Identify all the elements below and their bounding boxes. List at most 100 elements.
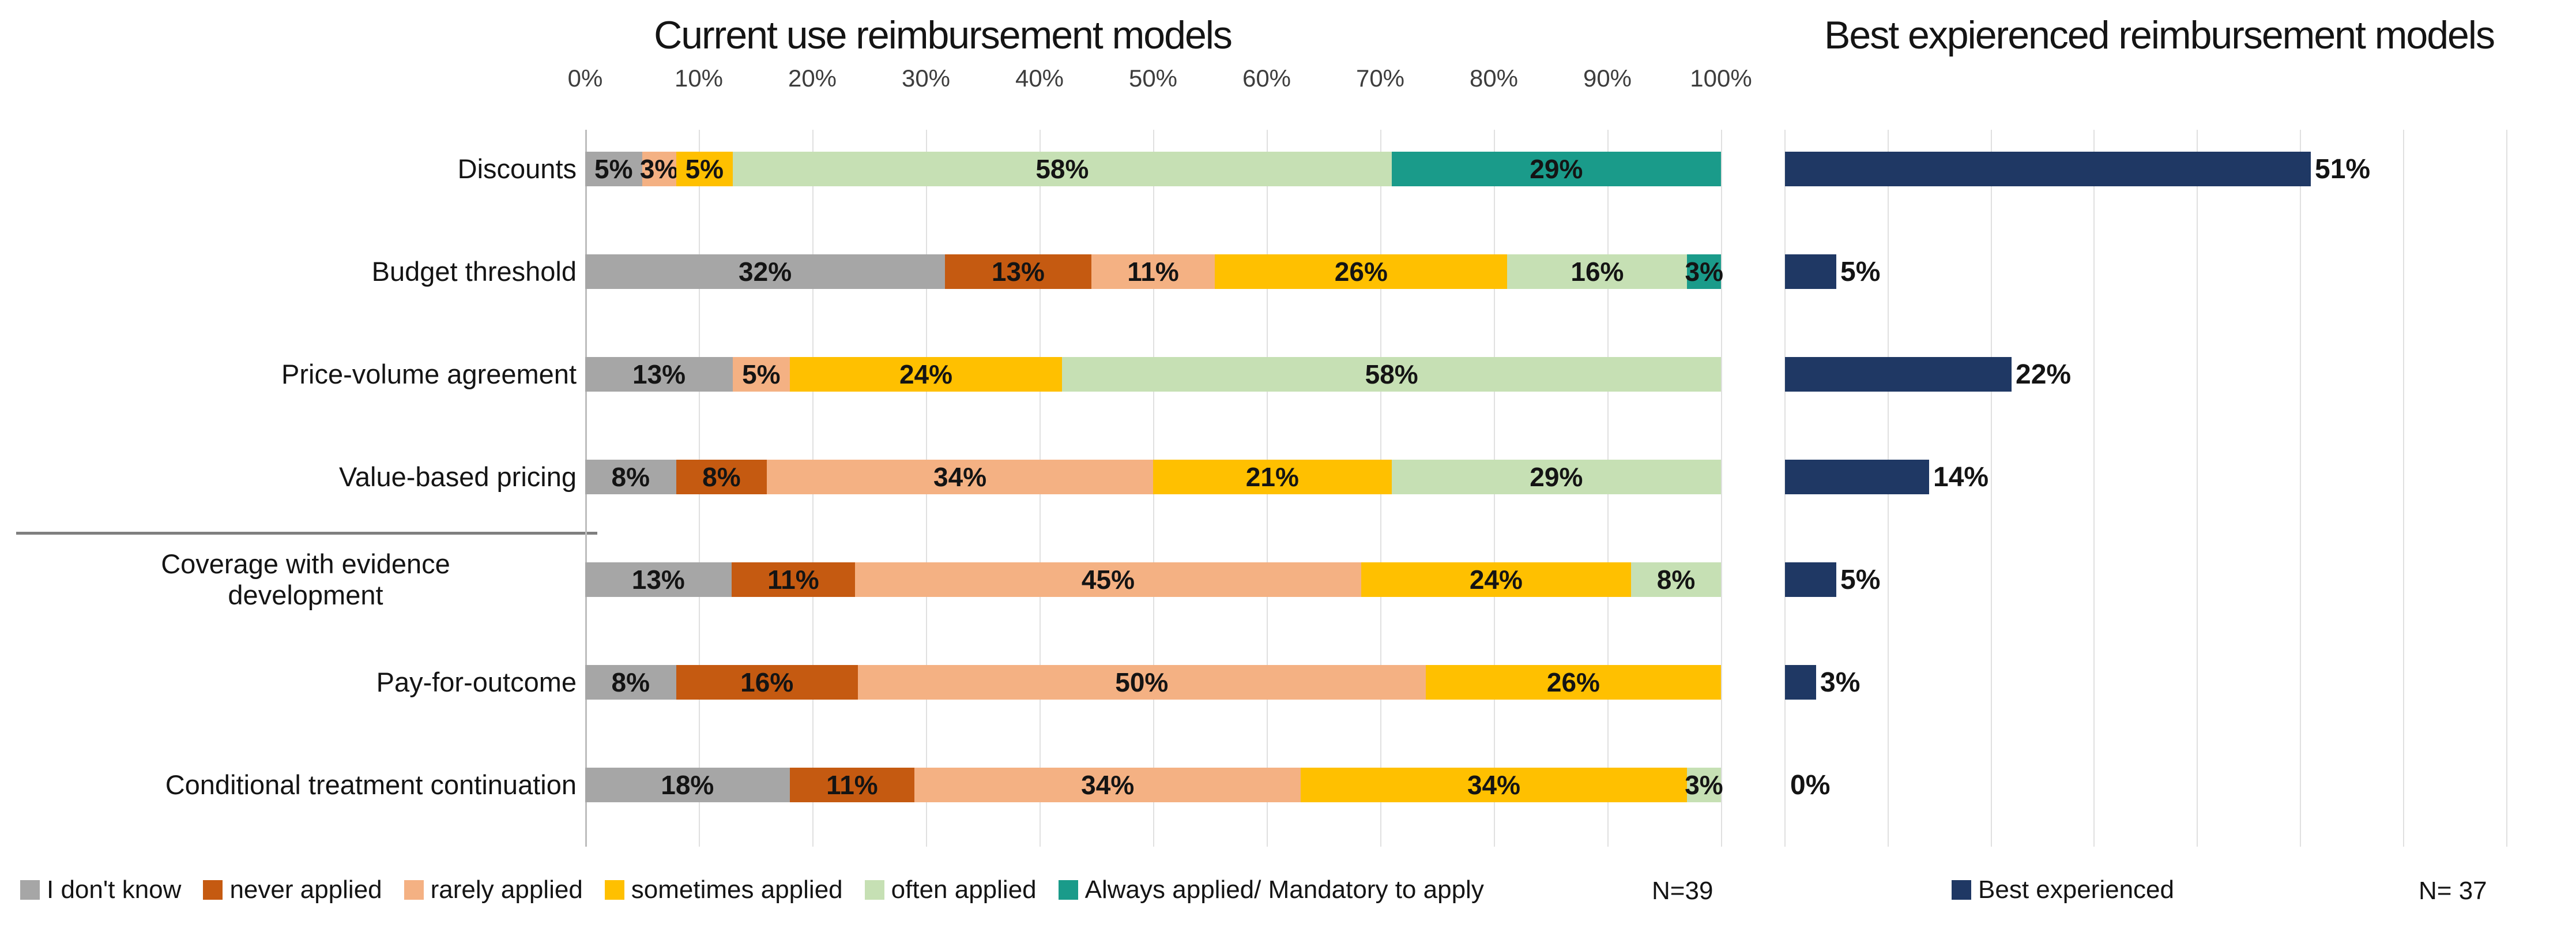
bar-segment: 16% <box>1507 254 1688 289</box>
best-experienced-bar <box>1785 357 2012 392</box>
stacked-bar-row: 13% 5% 24% 58% <box>585 357 1721 392</box>
bar-segment-value: 16% <box>740 667 794 697</box>
bar-segment: 21% <box>1153 460 1392 494</box>
legend-label: Always applied/ Mandatory to apply <box>1084 876 1484 904</box>
bar-segment: 34% <box>1301 768 1687 802</box>
gridline <box>1991 130 1992 847</box>
bar-value-label: 5% <box>1840 564 1881 595</box>
bar-segment: 11% <box>731 562 856 597</box>
bar-segment-value: 11% <box>826 770 878 800</box>
bar-segment-value: 13% <box>631 565 685 595</box>
best-experienced-bar <box>1785 562 1836 597</box>
category-label: Budget threshold <box>371 256 577 287</box>
gridline <box>1721 130 1722 847</box>
legend-item-best-experienced: Best experienced <box>1952 876 2174 904</box>
best-experienced-bar <box>1785 254 1836 289</box>
bar-segment-value: 21% <box>1245 462 1299 492</box>
category-label: Price-volume agreement <box>281 358 577 389</box>
x-axis-tick: 10% <box>674 65 724 92</box>
gridline <box>2093 130 2095 847</box>
bar-value-label: 3% <box>1820 667 1861 698</box>
gridline <box>2403 130 2404 847</box>
bar-segment: 3% <box>1685 768 1723 802</box>
bar-segment: 24% <box>789 357 1063 392</box>
x-axis-tick: 80% <box>1469 65 1519 92</box>
stacked-bar-row: 8% 16% 50% 26% <box>585 665 1721 700</box>
bar-segment-value: 5% <box>742 359 781 389</box>
x-axis-tick: 60% <box>1242 65 1291 92</box>
bar-segment-value: 50% <box>1115 667 1169 697</box>
left-chart-axis-ticks: 0% 10% 20% 30% 40% 50% 60% 70% 80% 90% 100% <box>0 65 2576 97</box>
bar-segment-value: 11% <box>767 565 819 595</box>
legend-swatch <box>20 880 40 900</box>
bar-segment: 29% <box>1391 152 1721 186</box>
left-chart-n-count: N=39 <box>1652 877 1713 905</box>
bar-segment-value: 45% <box>1081 565 1135 595</box>
bar-segment-value: 11% <box>1127 257 1179 287</box>
bar-segment-value: 8% <box>611 462 650 492</box>
bar-segment-value: 29% <box>1530 462 1583 492</box>
legend-label: never applied <box>229 876 382 904</box>
right-chart-plot-area: 51% 5% 22% 14% 5% 3% 0% <box>1784 130 2576 847</box>
bar-segment-value: 29% <box>1530 154 1583 184</box>
category-label: Discounts <box>457 153 577 184</box>
legend-item: never applied <box>203 876 382 904</box>
legend-swatch <box>604 880 624 900</box>
bar-segment: 13% <box>585 357 733 392</box>
bar-segment: 29% <box>1391 460 1721 494</box>
bar-segment-value: 8% <box>702 462 741 492</box>
bar-segment: 3% <box>639 152 679 186</box>
bar-segment: 3% <box>1685 254 1723 289</box>
legend-swatch <box>864 880 884 900</box>
bar-segment-value: 58% <box>1365 359 1418 389</box>
legend-item: Always applied/ Mandatory to apply <box>1058 876 1484 904</box>
bar-segment: 8% <box>1630 562 1721 597</box>
left-chart-title: Current use reimbursement models <box>654 13 1233 57</box>
bar-segment-value: 32% <box>739 257 792 287</box>
x-axis-tick: 70% <box>1355 65 1405 92</box>
bar-value-label: 22% <box>2016 359 2072 390</box>
gridline <box>2300 130 2301 847</box>
bar-segment: 58% <box>1062 357 1721 392</box>
stacked-bar-row: 5% 3% 5% 58% 29% <box>585 152 1721 186</box>
legend-label: often applied <box>891 876 1037 904</box>
legend-label: sometimes applied <box>631 876 843 904</box>
bar-segment-value: 3% <box>639 154 679 184</box>
legend-label: I don't know <box>47 876 182 904</box>
bar-segment: 26% <box>1425 665 1721 700</box>
bar-segment-value: 5% <box>685 154 724 184</box>
category-label-column: Discounts Budget threshold Price-volume ag… <box>0 0 582 928</box>
category-label: Pay-for-outcome <box>376 666 577 697</box>
bar-segment: 26% <box>1215 254 1508 289</box>
bar-value-label: 5% <box>1840 256 1881 287</box>
category-label: Coverage with evidence development <box>161 548 450 610</box>
bar-segment-value: 34% <box>1081 770 1135 800</box>
bar-segment-value: 24% <box>1469 565 1523 595</box>
bar-segment-value: 58% <box>1035 154 1089 184</box>
bar-segment-value: 18% <box>661 770 714 800</box>
bar-segment: 13% <box>585 562 732 597</box>
legend-swatch <box>203 880 223 900</box>
bar-value-label: 51% <box>2315 153 2371 185</box>
legend-item: often applied <box>864 876 1037 904</box>
legend-item: sometimes applied <box>604 876 843 904</box>
bar-segment: 5% <box>676 152 733 186</box>
right-chart-legend: Best experienced <box>1952 872 2174 908</box>
bar-segment: 24% <box>1361 562 1631 597</box>
bar-segment: 34% <box>914 768 1301 802</box>
legend-item: rarely applied <box>404 876 583 904</box>
gridline <box>2506 130 2507 847</box>
bar-segment-value: 3% <box>1685 257 1723 287</box>
bar-segment-value: 34% <box>1467 770 1521 800</box>
x-axis-tick: 20% <box>788 65 837 92</box>
bar-segment: 5% <box>585 152 642 186</box>
left-chart-plot-area: 5% 3% 5% 58% 29% 32% 13% 11% 26% 16% 3% 13% 5% 24% 58%… <box>585 130 1723 847</box>
bar-segment-value: 13% <box>991 257 1045 287</box>
bar-segment-value: 24% <box>899 359 953 389</box>
bar-segment: 18% <box>585 768 790 802</box>
stacked-bar-row: 8% 8% 34% 21% 29% <box>585 460 1721 494</box>
bar-segment-value: 13% <box>632 359 686 389</box>
bar-segment: 5% <box>733 357 790 392</box>
bar-segment: 11% <box>1091 254 1215 289</box>
legend-swatch <box>404 880 424 900</box>
